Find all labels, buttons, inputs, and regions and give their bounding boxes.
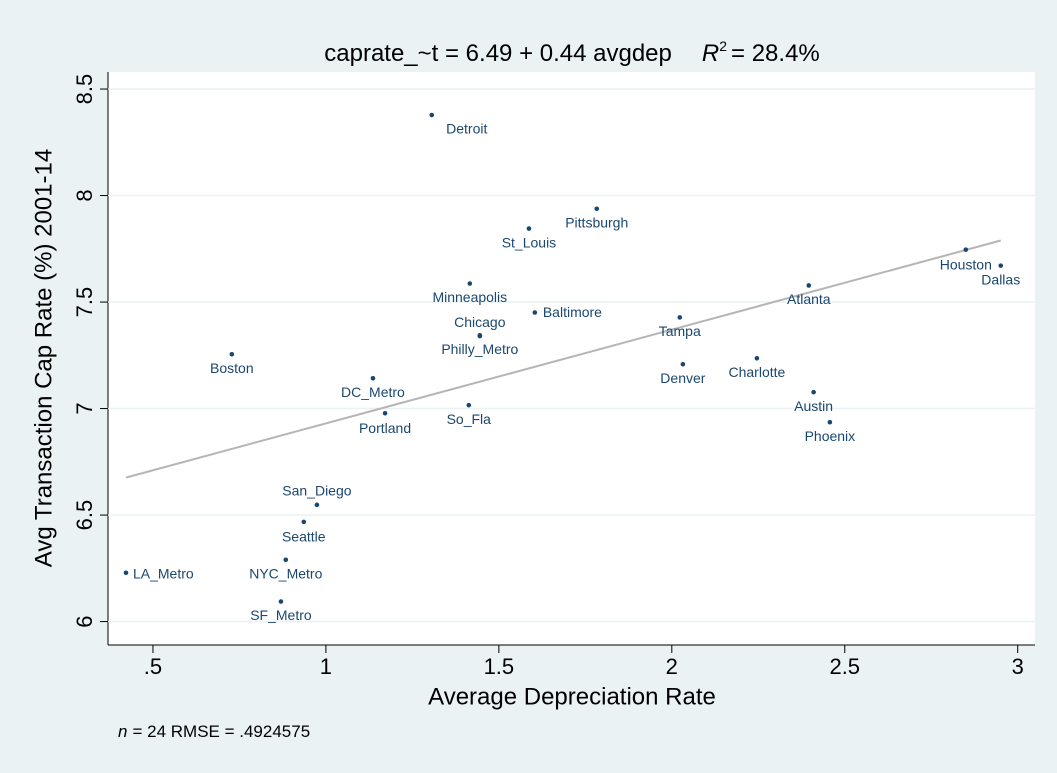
x-tick-label: 2 <box>666 654 678 679</box>
point-label: Chicago <box>454 314 506 330</box>
point-label: St_Louis <box>502 234 556 250</box>
point <box>283 557 289 563</box>
note-rest: = 24 RMSE = .4924575 <box>132 722 310 741</box>
note-n: n <box>118 722 127 741</box>
point-label: SF_Metro <box>250 607 312 623</box>
title-sup: 2 <box>719 38 727 54</box>
point-label: Baltimore <box>543 304 602 320</box>
point-label: Seattle <box>282 529 326 545</box>
point-label: So_Fla <box>447 411 492 427</box>
y-tick-label: 8 <box>72 189 97 201</box>
point <box>467 281 473 286</box>
chart-title: caprate_~t = 6.49 + 0.44 avgdep R2 = 28.4% <box>324 38 820 68</box>
point-label: Dallas <box>981 271 1020 287</box>
point-label: Denver <box>660 370 705 386</box>
point <box>123 570 129 576</box>
point <box>477 333 483 339</box>
point <box>382 410 388 416</box>
fit-line <box>125 239 1002 479</box>
point <box>827 419 833 425</box>
point-label: Boston <box>210 360 254 376</box>
point-label: Portland <box>359 420 411 436</box>
point-label: LA_Metro <box>133 565 194 581</box>
point-label: Minneapolis <box>432 289 507 305</box>
point <box>963 247 969 252</box>
point <box>532 310 538 315</box>
y-tick-label: 6.5 <box>72 500 97 531</box>
y-tick-label: 8.5 <box>72 74 97 105</box>
x-tick-label: .5 <box>144 654 162 679</box>
point <box>680 361 686 367</box>
point-label: Houston <box>940 256 992 272</box>
x-tick-label: 1 <box>320 654 332 679</box>
point <box>594 206 600 212</box>
x-tick-label: 3 <box>1012 654 1024 679</box>
point <box>526 226 532 231</box>
point-label: DC_Metro <box>341 384 405 400</box>
y-tick-label: 6 <box>72 615 97 627</box>
point-label: San_Diego <box>282 483 351 499</box>
point <box>677 315 683 320</box>
title-r2: = 28.4% <box>731 40 820 67</box>
point <box>370 376 376 381</box>
x-tick-label: 1.5 <box>484 654 515 679</box>
y-tick-label: 7.5 <box>72 287 97 318</box>
note: n = 24 RMSE = .4924575 <box>118 722 310 741</box>
y-tick-label: 7 <box>72 402 97 414</box>
point-label: Detroit <box>446 121 487 137</box>
point <box>301 519 307 525</box>
title-equation: caprate_~t = 6.49 + 0.44 avgdep <box>324 40 672 67</box>
point <box>466 402 472 408</box>
point <box>278 599 284 604</box>
point-label: Austin <box>794 398 833 414</box>
plot-area <box>108 72 1035 645</box>
point <box>314 502 320 508</box>
point-label: Atlanta <box>787 291 831 307</box>
point <box>229 351 235 357</box>
point <box>811 389 816 395</box>
point-label: NYC_Metro <box>249 565 322 581</box>
title-r: R <box>702 40 719 67</box>
point <box>754 355 760 361</box>
point <box>429 112 435 118</box>
x-tick-label: 2.5 <box>829 654 860 679</box>
x-axis-label: Average Depreciation Rate <box>428 683 716 710</box>
y-axis-label: Avg Transaction Cap Rate (%) 2001-14 <box>30 149 57 567</box>
point-label: Pittsburgh <box>565 214 628 230</box>
point-label: Philly_Metro <box>441 341 518 357</box>
point <box>806 283 812 288</box>
point-label: Phoenix <box>805 428 856 444</box>
point-label: Charlotte <box>728 364 785 380</box>
point-label: Tampa <box>659 323 701 339</box>
point <box>998 263 1004 268</box>
